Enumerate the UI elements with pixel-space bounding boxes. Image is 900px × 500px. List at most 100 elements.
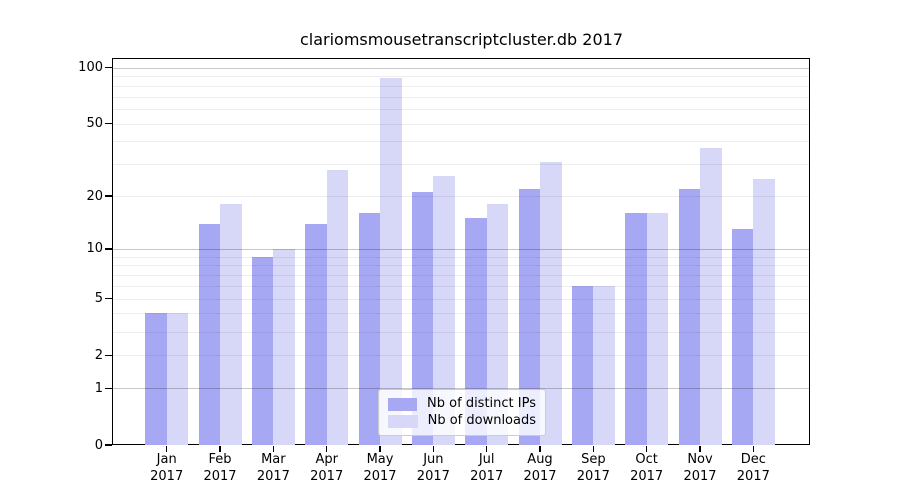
x-axis-label-year: 2017 <box>470 469 504 484</box>
x-axis-label-month: May <box>366 452 394 467</box>
gridline-minor <box>113 196 810 198</box>
bar-distinct-ips <box>465 218 487 445</box>
x-axis-tick <box>592 446 594 452</box>
gridline-minor <box>113 256 810 258</box>
y-axis-tick <box>105 67 112 69</box>
gridline-minor <box>113 274 810 276</box>
x-axis-label-month: Dec <box>740 452 766 467</box>
legend: Nb of distinct IPs Nb of downloads <box>378 389 546 436</box>
y-axis-tick <box>105 195 112 197</box>
gridline-minor <box>113 164 810 166</box>
y-axis-tick <box>105 122 112 125</box>
y-axis-label: 5 <box>94 291 103 307</box>
x-axis-label-year: 2017 <box>736 469 770 484</box>
gridline-minor <box>113 108 810 110</box>
bar-distinct-ips <box>625 213 647 445</box>
y-axis-label: 50 <box>86 116 103 132</box>
bar-downloads <box>593 285 615 445</box>
legend-label-downloads: Nb of downloads <box>427 413 536 428</box>
gridline-minor <box>113 298 810 300</box>
bar-downloads <box>220 204 242 445</box>
bar-downloads <box>380 78 402 445</box>
bar-downloads <box>433 175 455 445</box>
gridline-minor <box>113 96 810 98</box>
gridline-minor <box>113 76 810 78</box>
x-axis-tick <box>326 446 328 452</box>
bar-downloads <box>700 147 722 445</box>
x-axis-tick <box>699 446 701 452</box>
y-axis-tick <box>105 297 112 300</box>
gridline-minor <box>113 85 810 87</box>
y-axis-tick <box>105 444 112 446</box>
y-axis-label: 20 <box>86 188 103 204</box>
y-axis-tick <box>105 354 112 356</box>
bar-distinct-ips <box>411 192 434 445</box>
x-axis-label-year: 2017 <box>416 469 450 484</box>
x-axis-tick <box>539 446 541 452</box>
bar-downloads <box>646 213 669 445</box>
x-axis-label-month: Mar <box>261 452 286 467</box>
y-axis-tick <box>105 248 112 250</box>
x-axis-tick <box>646 446 648 452</box>
y-axis-tick <box>105 387 112 389</box>
gridline-major <box>113 388 810 390</box>
x-axis-label-year: 2017 <box>203 469 237 484</box>
gridline-minor <box>113 123 810 125</box>
x-axis-label-year: 2017 <box>523 469 557 484</box>
x-axis-label-month: Jun <box>423 452 444 467</box>
y-axis-label: 2 <box>94 347 103 363</box>
bar-downloads <box>166 313 189 445</box>
x-axis-label-month: Sep <box>581 452 606 467</box>
x-axis-tick <box>432 446 434 452</box>
x-axis-label-year: 2017 <box>630 469 664 484</box>
bar-downloads <box>753 178 775 445</box>
y-axis-label: 10 <box>86 241 103 257</box>
gridline-major <box>113 248 810 250</box>
bar-distinct-ips <box>358 213 381 445</box>
bar-distinct-ips <box>678 188 700 445</box>
bar-downloads <box>326 169 349 445</box>
x-axis-label-year: 2017 <box>310 469 344 484</box>
bar-distinct-ips <box>251 256 274 445</box>
x-axis-label-month: Aug <box>527 452 553 467</box>
chart-title: clariomsmousetranscriptcluster.db 2017 <box>299 30 623 49</box>
y-axis-label: 100 <box>78 60 103 76</box>
x-axis-label-year: 2017 <box>150 469 184 484</box>
legend-label-distinct-ips: Nb of distinct IPs <box>427 396 536 411</box>
x-axis-tick <box>752 446 754 452</box>
legend-item-distinct-ips: Nb of distinct IPs <box>388 397 536 411</box>
x-axis-label-month: Jul <box>478 452 495 467</box>
gridline-minor <box>113 265 810 267</box>
x-axis-label-month: Jan <box>156 452 177 467</box>
x-axis-label-year: 2017 <box>363 469 397 484</box>
x-axis-label-year: 2017 <box>683 469 717 484</box>
bar-downloads <box>273 248 295 445</box>
x-axis-label-month: Nov <box>687 452 713 467</box>
legend-item-downloads: Nb of downloads <box>388 414 536 428</box>
y-axis-label: 0 <box>94 437 103 453</box>
y-axis-label: 1 <box>94 380 103 396</box>
x-axis-label-month: Oct <box>635 452 658 467</box>
bar-downloads <box>486 204 509 445</box>
bar-distinct-ips <box>305 223 327 445</box>
plot-area <box>112 58 810 445</box>
x-axis-tick <box>219 446 221 452</box>
bar-distinct-ips <box>145 313 167 445</box>
gridline-minor <box>113 313 810 315</box>
gridline-major <box>113 67 810 69</box>
x-axis-label-year: 2017 <box>256 469 290 484</box>
bar-distinct-ips <box>731 229 754 445</box>
gridline-minor <box>113 285 810 287</box>
gridline-minor <box>113 141 810 143</box>
gridline-minor <box>113 355 810 357</box>
bar-downloads <box>540 161 562 445</box>
x-axis-label-month: Apr <box>315 452 338 467</box>
x-axis-tick <box>379 446 381 452</box>
gridline-minor <box>113 331 810 333</box>
x-axis-label-month: Feb <box>208 452 232 467</box>
legend-swatch-distinct-ips <box>388 397 418 411</box>
x-axis-label-year: 2017 <box>576 469 610 484</box>
bar-distinct-ips <box>198 223 221 445</box>
x-axis-tick <box>486 446 488 452</box>
